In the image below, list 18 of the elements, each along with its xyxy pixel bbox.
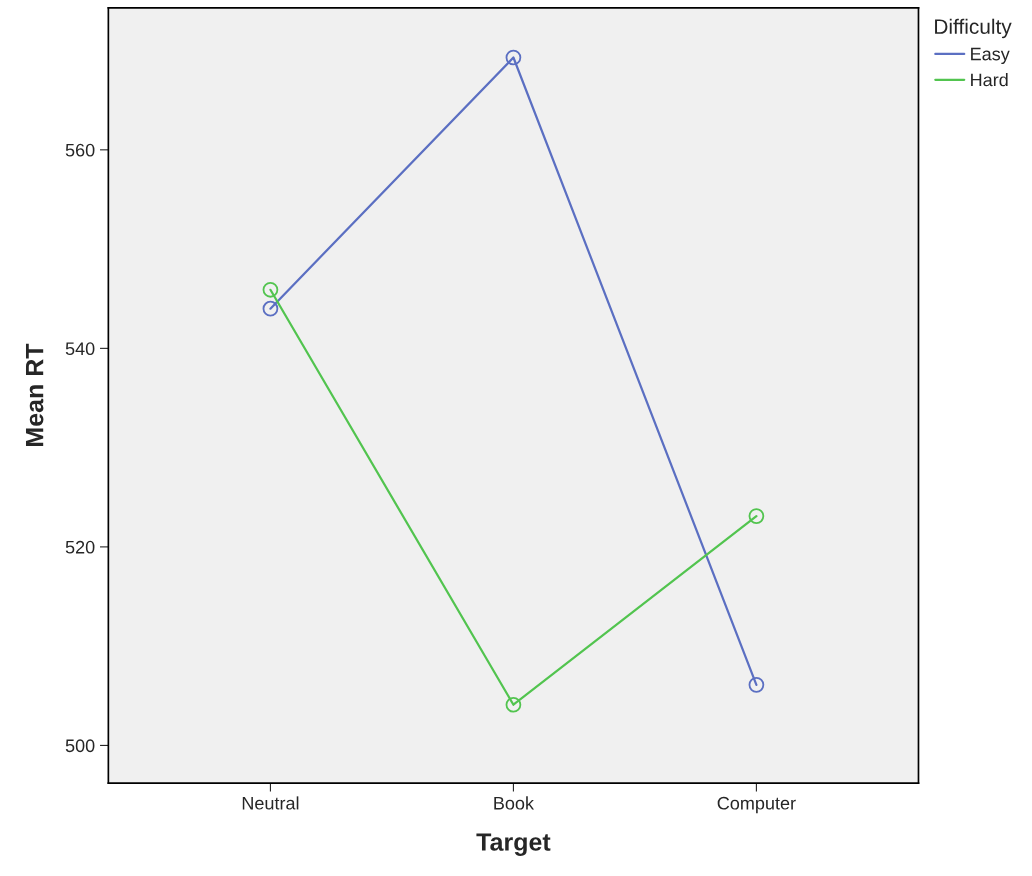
x-tick-label: Book: [494, 796, 535, 810]
point: [505, 49, 522, 66]
legend-label: Hard: [971, 73, 1008, 87]
point: [262, 281, 279, 298]
y-tick-label: 500: [65, 739, 95, 753]
point: [262, 300, 279, 317]
legend-title: Difficulty: [935, 18, 1012, 39]
y-tick-label: 540: [65, 342, 95, 356]
y-axis-title: Mean RT: [25, 343, 44, 446]
x-tick-label: Neutral: [242, 796, 299, 810]
point: [748, 508, 765, 524]
x-axis-title: Target: [476, 833, 551, 856]
x-tick-label: Computer: [717, 796, 796, 814]
y-tick-label: 560: [65, 143, 95, 157]
y-tick-label: 520: [65, 540, 95, 554]
legend-label: Easy: [971, 47, 1010, 64]
point: [748, 677, 765, 693]
point: [505, 696, 522, 713]
